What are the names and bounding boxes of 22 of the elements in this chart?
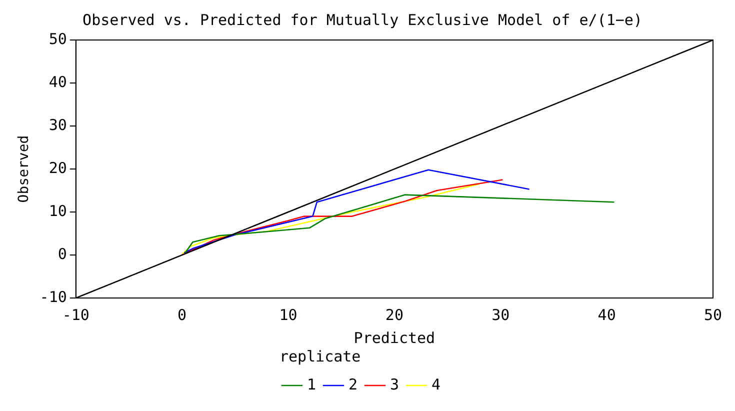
x-axis-title: Predicted: [354, 328, 436, 347]
y-tick-label: 30: [48, 116, 67, 134]
x-tick-label: 30: [492, 306, 510, 324]
chart-title: Observed vs. Predicted for Mutually Exclusive Model of e/(1−e): [82, 10, 642, 29]
legend-title: replicate: [279, 347, 361, 366]
x-tick-label: 0: [178, 306, 187, 324]
legend-label: 1: [306, 375, 316, 394]
y-tick-label: 40: [48, 72, 67, 91]
x-tick-label: 10: [279, 306, 298, 324]
x-tick-label: 40: [598, 306, 616, 324]
y-tick-label: 0: [58, 244, 67, 263]
x-tick-label: 20: [385, 306, 404, 324]
y-axis-title: Observed: [16, 135, 32, 203]
y-tick-label: 50: [48, 30, 67, 48]
y-tick-label: -10: [40, 288, 67, 306]
legend-label: 2: [348, 375, 358, 394]
legend-label: 4: [432, 375, 441, 394]
x-tick-label: 50: [704, 306, 722, 324]
legend-label: 3: [390, 375, 400, 394]
y-tick-label: 10: [48, 202, 67, 220]
x-tick-label: -10: [62, 306, 90, 324]
y-tick-label: 20: [48, 158, 67, 177]
